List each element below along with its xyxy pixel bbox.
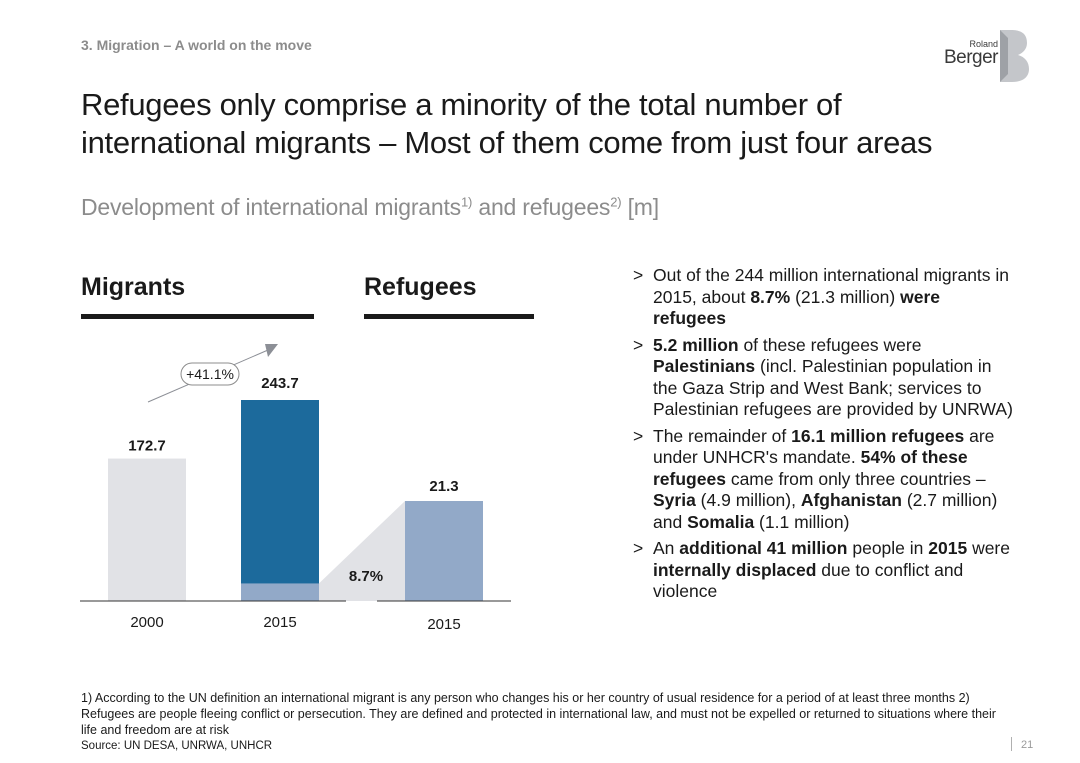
page-title: Refugees only comprise a minority of the… bbox=[81, 87, 933, 160]
page-number: 21 bbox=[1021, 739, 1034, 751]
migration-chart: 172.7 243.7 21.3 8.7% 2000 2015 2015 +41.1% bbox=[80, 344, 511, 633]
bullet-text: (1.1 million) bbox=[754, 511, 850, 532]
bullet-bold-text: 5.2 million bbox=[653, 334, 739, 355]
bullet-bold-text: Syria bbox=[653, 490, 696, 510]
migrants-header: Migrants bbox=[81, 273, 186, 301]
bullet-text: (4.9 million), bbox=[695, 490, 801, 510]
subtitle-text: Development of international migrants bbox=[81, 194, 461, 220]
bullet-item: An additional 41 million people in 2015 … bbox=[633, 538, 1013, 603]
bullet-text: were bbox=[967, 538, 1010, 558]
bullet-text: people in bbox=[847, 538, 929, 558]
share-label: 8.7% bbox=[349, 568, 383, 585]
bullet-bold-text: were refugees bbox=[653, 286, 940, 329]
refugees-header-rule bbox=[364, 314, 534, 319]
bullet-text: The remainder of bbox=[653, 425, 792, 446]
subtitle-mid: and refugees bbox=[472, 194, 611, 220]
value-label-refugees-2015: 21.3 bbox=[429, 478, 458, 495]
source-note: Source: UN DESA, UNRWA, UNHCR bbox=[81, 740, 273, 752]
subtitle-unit: [m] bbox=[621, 194, 660, 220]
subtitle-footnote-2: 2) bbox=[610, 194, 622, 210]
bullet-bold-text: Palestinians bbox=[653, 356, 756, 376]
bullet-bold-text: 54% of these refugees bbox=[653, 447, 968, 489]
bullet-item: The remainder of 16.1 million refugees a… bbox=[633, 426, 1013, 534]
x-tick-refugees-2015: 2015 bbox=[427, 616, 460, 633]
section-label: 3. Migration – A world on the move bbox=[81, 37, 312, 53]
page-number-divider bbox=[1011, 737, 1012, 751]
logo-text-roland: Roland bbox=[969, 39, 998, 49]
bar-refugees-2015 bbox=[405, 501, 483, 601]
bullet-bold-text: 8.7% bbox=[750, 286, 791, 307]
bullet-text: (21.3 million) bbox=[790, 286, 901, 307]
value-label-2015: 243.7 bbox=[261, 375, 299, 392]
subtitle-footnote-1: 1) bbox=[460, 194, 473, 210]
bullet-item: 5.2 million of these refugees were Pales… bbox=[633, 335, 1013, 421]
x-tick-2015: 2015 bbox=[263, 614, 296, 631]
bullet-text: are under UNHCR's mandate. bbox=[653, 425, 995, 468]
bullet-list: Out of the 244 million international mig… bbox=[633, 265, 1013, 608]
bar-migrants-2000 bbox=[108, 458, 186, 601]
migrants-header-rule bbox=[81, 314, 314, 319]
growth-arrow-icon bbox=[265, 344, 278, 357]
bullet-text: (2.7 million) and bbox=[653, 490, 998, 532]
bar-refugee-share-segment bbox=[241, 583, 319, 601]
bullet-bold-text: additional 41 million bbox=[679, 538, 848, 558]
bar-migrants-2015 bbox=[241, 400, 319, 601]
bullet-text: came from only three countries – bbox=[725, 468, 986, 489]
share-connector bbox=[319, 501, 405, 601]
logo-text-berger: Berger bbox=[943, 47, 999, 68]
bullet-bold-text: 16.1 million refugees bbox=[791, 425, 965, 446]
bullet-bold-text: 2015 bbox=[928, 538, 968, 558]
bullet-bold-text: internally displaced bbox=[653, 559, 817, 580]
bullet-text: due to conflict and violence bbox=[653, 559, 964, 602]
logo-b-mark-icon bbox=[1000, 30, 1029, 82]
bullet-text: of these refugees were bbox=[738, 334, 922, 355]
chart-subtitle: Development of international migrants1) … bbox=[81, 194, 659, 221]
bullet-text: (incl. Palestinian population in the Gaz… bbox=[653, 356, 1013, 419]
bullet-item: Out of the 244 million international mig… bbox=[633, 265, 1013, 330]
footnote: 1) According to the UN definition an int… bbox=[81, 691, 996, 737]
bullet-text: Out of the 244 million international mig… bbox=[653, 265, 1010, 307]
roland-berger-logo: Roland Berger bbox=[944, 30, 1030, 82]
bullet-text: An bbox=[653, 538, 680, 558]
bullet-bold-text: Somalia bbox=[687, 511, 755, 532]
x-tick-2000: 2000 bbox=[130, 614, 163, 631]
growth-label: +41.1% bbox=[186, 366, 234, 382]
growth-badge bbox=[180, 362, 240, 386]
value-label-2000: 172.7 bbox=[128, 438, 166, 455]
refugees-header: Refugees bbox=[364, 273, 477, 301]
bullet-bold-text: Afghanistan bbox=[800, 490, 902, 510]
